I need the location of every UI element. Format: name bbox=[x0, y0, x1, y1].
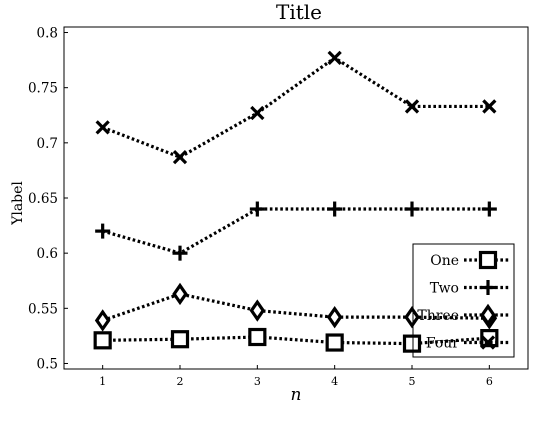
x-tick-label: 1 bbox=[99, 375, 106, 388]
y-tick-label: 0.8 bbox=[37, 26, 58, 42]
x-tick-label: 5 bbox=[409, 375, 416, 388]
data-point-two bbox=[404, 201, 420, 217]
data-point-three bbox=[94, 309, 111, 332]
legend-label-one: One bbox=[430, 253, 459, 269]
chart-title: Title bbox=[276, 0, 322, 24]
data-point-one bbox=[93, 331, 112, 350]
y-tick-label: 0.65 bbox=[28, 191, 58, 207]
series-line-four bbox=[102, 55, 490, 159]
legend-marker-one bbox=[478, 250, 498, 270]
legend-label-two: Two bbox=[430, 281, 459, 297]
data-point-four bbox=[404, 99, 420, 114]
data-point-one bbox=[170, 330, 190, 349]
y-tick-label: 0.6 bbox=[37, 246, 58, 262]
data-point-one bbox=[402, 334, 422, 353]
axes: 1 2 3 4 5 6 0.5 0.55 0.6 0.65 0.7 0.75 0.8 bbox=[28, 26, 493, 388]
data-point-four bbox=[172, 150, 188, 165]
data-point-three bbox=[326, 305, 343, 329]
data-point-two bbox=[327, 201, 343, 217]
x-tick-label: 3 bbox=[254, 375, 261, 388]
data-point-three bbox=[404, 305, 420, 329]
data-point-one bbox=[248, 327, 267, 347]
data-point-three bbox=[172, 282, 188, 306]
legend-label-four: Four bbox=[426, 336, 459, 352]
data-point-four bbox=[327, 50, 342, 66]
y-tick-label: 0.75 bbox=[28, 81, 58, 97]
x-tick-label: 4 bbox=[331, 375, 338, 388]
legend-frame bbox=[412, 243, 515, 358]
series-line-one bbox=[102, 335, 490, 346]
legend-marker-four bbox=[480, 335, 496, 350]
legend-marker-three bbox=[480, 303, 496, 327]
series-line-two bbox=[102, 207, 490, 255]
y-axis-label: Ylabel bbox=[10, 181, 26, 226]
data-point-four bbox=[482, 99, 497, 114]
y-tick-label: 0.5 bbox=[37, 356, 58, 372]
data-point-four bbox=[95, 120, 110, 135]
data-point-two bbox=[95, 223, 111, 239]
series-group bbox=[93, 50, 499, 353]
x-tick-label: 2 bbox=[177, 375, 184, 388]
data-point-two bbox=[249, 201, 265, 217]
data-point-one bbox=[325, 333, 344, 352]
series-line-three bbox=[102, 292, 490, 322]
legend: One Two Three Four bbox=[412, 243, 515, 358]
x-tick-label: 6 bbox=[486, 375, 493, 388]
data-point-two bbox=[172, 245, 188, 261]
y-tick-label: 0.7 bbox=[37, 136, 58, 152]
data-point-four bbox=[250, 105, 265, 121]
y-tick-label: 0.55 bbox=[28, 301, 58, 317]
legend-label-three: Three bbox=[417, 308, 459, 324]
legend-marker-two bbox=[480, 280, 496, 295]
x-axis-label: n bbox=[291, 385, 302, 405]
data-point-two bbox=[481, 201, 497, 217]
data-point-three bbox=[249, 299, 266, 322]
